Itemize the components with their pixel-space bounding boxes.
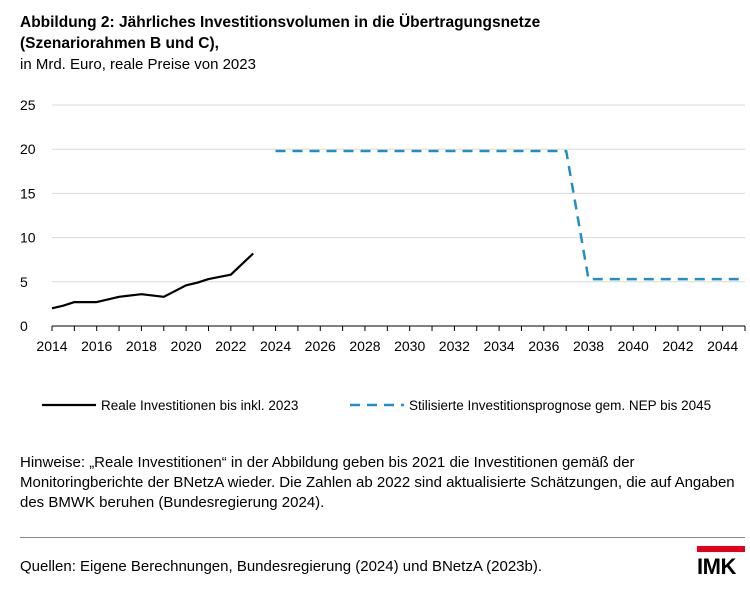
x-tick-label: 2034 xyxy=(484,338,515,354)
series-line-forecast xyxy=(275,149,745,281)
y-tick-label: 20 xyxy=(20,141,36,157)
x-tick-label: 2036 xyxy=(528,338,559,354)
x-tick-label: 2030 xyxy=(394,338,425,354)
x-tick-label: 2014 xyxy=(36,338,67,354)
y-tick-label: 25 xyxy=(20,97,36,113)
x-tick-label: 2038 xyxy=(573,338,604,354)
legend-label-real: Reale Investitionen bis inkl. 2023 xyxy=(101,398,298,413)
x-tick-label: 2044 xyxy=(707,338,738,354)
chart-subtitle: in Mrd. Euro, reale Preise von 2023 xyxy=(20,56,256,73)
imk-logo: IMK xyxy=(697,546,745,582)
y-tick-label: 10 xyxy=(20,230,36,246)
chart-notes: Hinweise: „Reale Investitionen“ in der A… xyxy=(20,454,735,511)
chart-title: Abbildung 2: Jährliches Investitionsvolu… xyxy=(20,14,541,31)
chart-title-line2: (Szenariorahmen B und C), xyxy=(20,35,219,52)
x-tick-label: 2022 xyxy=(215,338,246,354)
logo-accent-bar xyxy=(697,546,745,552)
x-tick-label: 2032 xyxy=(439,338,470,354)
y-tick-label: 15 xyxy=(20,185,36,201)
chart-source: Quellen: Eigene Berechnungen, Bundesregi… xyxy=(20,558,543,575)
x-tick-label: 2026 xyxy=(305,338,336,354)
y-tick-label: 5 xyxy=(20,274,28,290)
legend-label-forecast: Stilisierte Investitionsprognose gem. NE… xyxy=(409,398,711,413)
line-chart: 0 5 10 15 20 25 2014 2016 2018 2020 2022 2024 2026 20… xyxy=(20,97,746,413)
x-tick-label: 2020 xyxy=(171,338,202,354)
x-tick-label: 2016 xyxy=(81,338,112,354)
x-tick-label: 2028 xyxy=(349,338,380,354)
separator-line xyxy=(20,537,745,538)
x-tick-label: 2042 xyxy=(662,338,693,354)
series-line-real-investments xyxy=(51,252,254,310)
x-tick-label: 2024 xyxy=(260,338,291,354)
x-tick-label: 2040 xyxy=(618,338,649,354)
y-tick-label: 0 xyxy=(20,318,28,334)
x-tick-label: 2018 xyxy=(126,338,157,354)
logo-text: IMK xyxy=(697,554,736,579)
